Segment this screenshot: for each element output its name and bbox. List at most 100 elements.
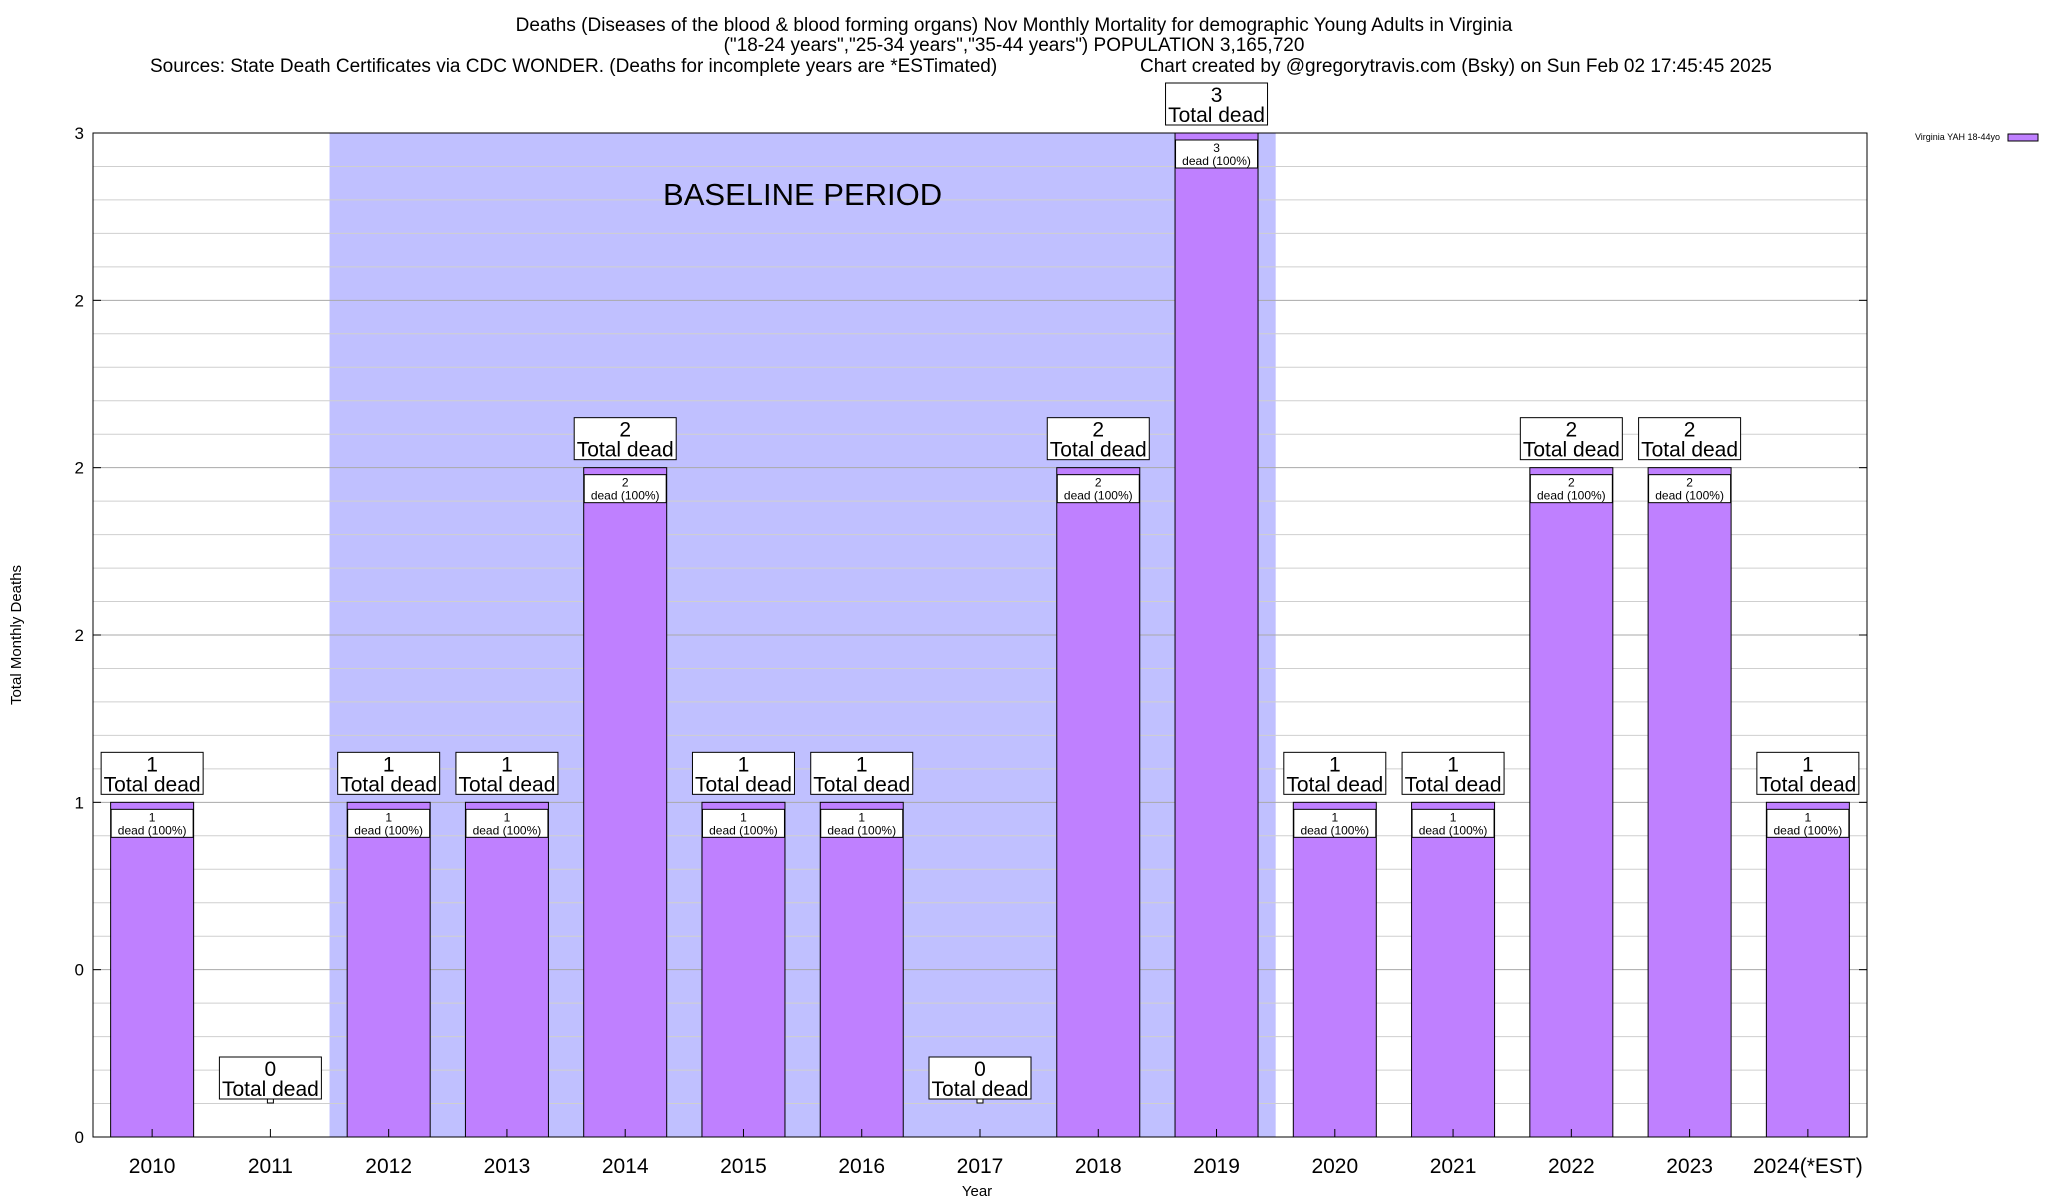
- bar-inner-label-box: [820, 808, 904, 838]
- bar-inner-value: 1: [740, 810, 747, 824]
- total-dead-label: Total dead: [1168, 104, 1265, 127]
- total-dead-label: Total dead: [104, 773, 201, 796]
- bar-inner-label-box: [1175, 139, 1259, 169]
- total-dead-box: [455, 751, 559, 795]
- bar: [464, 801, 549, 1138]
- chart-header: Deaths (Diseases of the blood & blood fo…: [150, 15, 1772, 77]
- chart-credit: Chart created by @gregorytravis.com (Bsk…: [1140, 56, 1772, 77]
- total-dead-label: Total dead: [813, 773, 910, 796]
- bar-inner-label-box: [701, 808, 785, 838]
- x-tick-label: 2022: [1548, 1155, 1595, 1178]
- bar-inner-value: 2: [1095, 476, 1102, 490]
- bar: [1174, 132, 1259, 1138]
- x-tick-label: 2016: [838, 1155, 885, 1178]
- bar-inner-label: dead (100%): [1537, 489, 1606, 503]
- bar-inner-value: 1: [149, 810, 156, 824]
- baseline-period-label: BASELINE PERIOD: [663, 177, 942, 212]
- total-dead-label: Total dead: [458, 773, 555, 796]
- bar: [701, 801, 786, 1138]
- bar-inner-label: dead (100%): [118, 823, 187, 837]
- total-dead-box: [1519, 417, 1623, 461]
- total-dead-value: 2: [1565, 419, 1577, 442]
- bar-inner-value: 2: [1686, 476, 1693, 490]
- total-dead-value: 1: [501, 753, 513, 776]
- bar-inner-label: dead (100%): [709, 823, 778, 837]
- total-dead-label: Total dead: [577, 439, 674, 462]
- bar-inner-label: dead (100%): [354, 823, 423, 837]
- bar: [1411, 801, 1496, 1138]
- total-dead-box: [1046, 417, 1150, 461]
- bar-inner-label-box: [583, 474, 667, 504]
- total-dead-value: 2: [619, 419, 631, 442]
- legend-swatch: [2007, 133, 2039, 142]
- bar: [1647, 467, 1732, 1138]
- bar: [819, 801, 904, 1138]
- y-axis-label: Total Monthly Deaths: [8, 565, 25, 705]
- total-dead-label: Total dead: [1641, 439, 1738, 462]
- y-tick-label: 0: [75, 1128, 84, 1147]
- bar-inner-value: 1: [504, 810, 511, 824]
- total-dead-value: 1: [383, 753, 395, 776]
- total-dead-value: 1: [146, 753, 158, 776]
- bar-inner-value: 2: [1568, 476, 1575, 490]
- total-dead-value: 1: [738, 753, 750, 776]
- bar-inner-value: 1: [385, 810, 392, 824]
- bar-inner-label-box: [1529, 474, 1613, 504]
- y-tick-label: 1: [75, 793, 84, 812]
- legend-label: Virginia YAH 18-44yo: [1915, 132, 2000, 142]
- bar-inner-value: 1: [858, 810, 865, 824]
- total-dead-label: Total dead: [1050, 439, 1147, 462]
- total-dead-label: Total dead: [932, 1078, 1029, 1101]
- bar-inner-value: 2: [622, 476, 629, 490]
- total-dead-box: [1756, 751, 1860, 795]
- total-dead-box: [810, 751, 914, 795]
- bar-inner-label: dead (100%): [1774, 823, 1843, 837]
- total-dead-box: [1283, 751, 1387, 795]
- y-tick-label: 2: [75, 626, 84, 645]
- total-dead-box: [928, 1056, 1032, 1100]
- x-axis-ticks: 2010 2011 2012 2013 2014 2015 2016 2017 2018 2019…: [129, 1129, 1863, 1178]
- bar-inner-label: dead (100%): [591, 489, 660, 503]
- x-tick-label: 2018: [1075, 1155, 1122, 1178]
- bar-inner-value: 1: [1450, 810, 1457, 824]
- total-dead-label: Total dead: [1523, 439, 1620, 462]
- total-dead-label: Total dead: [1759, 773, 1856, 796]
- bar-inner-label-box: [1293, 808, 1377, 838]
- bar-inner-value: 1: [1331, 810, 1338, 824]
- total-dead-label: Total dead: [695, 773, 792, 796]
- total-dead-box: [218, 1056, 322, 1100]
- total-dead-value: 1: [856, 753, 868, 776]
- total-dead-value: 1: [1329, 753, 1341, 776]
- total-dead-value: 1: [1802, 753, 1814, 776]
- bar-inner-label: dead (100%): [1419, 823, 1488, 837]
- total-dead-box: [1165, 82, 1269, 126]
- x-tick-label: 2013: [484, 1155, 531, 1178]
- bar-inner-label-box: [1411, 808, 1495, 838]
- bar-inner-label-box: [465, 808, 549, 838]
- bar: [346, 801, 431, 1138]
- bar-inner-label: dead (100%): [1655, 489, 1724, 503]
- bar: [1056, 467, 1141, 1138]
- total-dead-box: [337, 751, 441, 795]
- legend: Virginia YAH 18-44yo: [1915, 132, 2039, 142]
- total-dead-value: 0: [974, 1058, 986, 1081]
- x-tick-label: 2023: [1666, 1155, 1713, 1178]
- bars: [110, 132, 1850, 1138]
- x-tick-label: 2014: [602, 1155, 649, 1178]
- total-dead-label: Total dead: [1405, 773, 1502, 796]
- bar-inner-label: dead (100%): [1300, 823, 1369, 837]
- bar-inner-value: 3: [1213, 141, 1220, 155]
- bar-inner-label-box: [1766, 808, 1850, 838]
- chart-sources: Sources: State Death Certificates via CD…: [150, 56, 997, 77]
- y-axis-ticks: 0 0 1 2 2 2 3: [75, 124, 1867, 1147]
- bar-inner-label: dead (100%): [1182, 154, 1251, 168]
- total-dead-value: 2: [1092, 419, 1104, 442]
- bar: [583, 467, 668, 1138]
- total-dead-value: 0: [265, 1058, 277, 1081]
- bar-inner-label: dead (100%): [827, 823, 896, 837]
- bar: [110, 801, 195, 1138]
- y-tick-label: 3: [75, 124, 84, 143]
- total-dead-label: Total dead: [340, 773, 437, 796]
